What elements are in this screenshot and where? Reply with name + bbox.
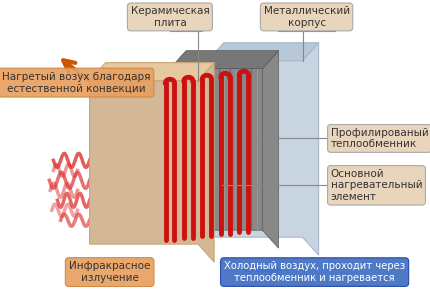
Text: Холодный воздух, проходит через
теплообменник и нагревается: Холодный воздух, проходит через теплообм… [224, 261, 405, 283]
Text: Профилированый
теплообменник: Профилированый теплообменник [331, 128, 428, 149]
Polygon shape [208, 43, 319, 61]
Text: Нагретый возух благодаря
естественной конвекции: Нагретый возух благодаря естественной ко… [2, 72, 150, 93]
Text: Керамическая
плита: Керамическая плита [131, 6, 209, 28]
Polygon shape [208, 43, 319, 255]
Polygon shape [170, 51, 279, 248]
Text: Основной
нагревательный
элемент: Основной нагревательный элемент [331, 169, 422, 202]
Text: Инфракрасное
излучение: Инфракрасное излучение [69, 261, 150, 283]
Polygon shape [89, 63, 214, 81]
Polygon shape [89, 63, 214, 262]
Text: Металлический
корпус: Металлический корпус [264, 6, 350, 28]
Polygon shape [170, 51, 279, 69]
